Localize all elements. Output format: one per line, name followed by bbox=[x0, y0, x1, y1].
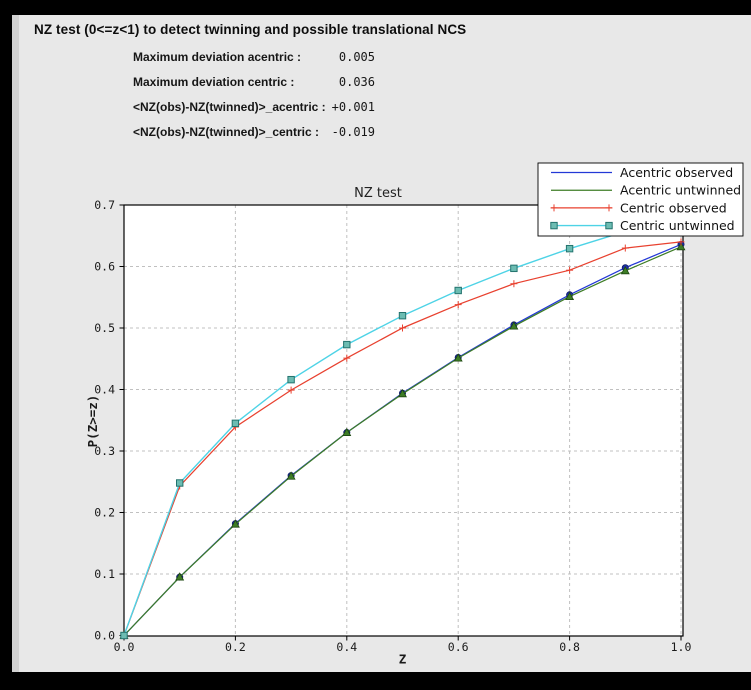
triangle-marker bbox=[175, 572, 185, 581]
triangle-marker bbox=[620, 265, 630, 275]
square-marker bbox=[510, 264, 518, 273]
stat-row: <NZ(obs)-NZ(twinned)>_acentric : +0.001 bbox=[133, 100, 375, 125]
stat-value: 0.005 bbox=[338, 50, 375, 64]
legend: Acentric observed Acentric untwinned Centr… bbox=[537, 162, 744, 237]
y-tick-label: 0.4 bbox=[94, 383, 115, 397]
x-tick-label: 1.0 bbox=[671, 640, 692, 654]
legend-entry-acentric-observed: Acentric observed bbox=[551, 165, 733, 180]
triangle-marker bbox=[676, 241, 686, 251]
stat-label: Maximum deviation acentric : bbox=[133, 50, 302, 64]
x-axis-label: Z bbox=[399, 652, 407, 667]
legend-entry-centric-untwinned: Centric untwinned bbox=[550, 218, 735, 233]
stats-table: Maximum deviation acentric : 0.005 Maxim… bbox=[133, 50, 375, 150]
stat-label: <NZ(obs)-NZ(twinned)>_acentric : bbox=[133, 100, 326, 114]
left-gutter bbox=[12, 15, 19, 672]
triangle-marker bbox=[286, 471, 296, 480]
y-tick-label: 0.7 bbox=[94, 198, 115, 212]
legend-label: Centric observed bbox=[620, 200, 727, 215]
section-title: NZ test (0<=z<1) to detect twinning and … bbox=[34, 22, 467, 37]
y-tick-label: 0.1 bbox=[94, 567, 115, 581]
legend-box bbox=[537, 162, 744, 237]
stat-row: Maximum deviation acentric : 0.005 bbox=[133, 50, 375, 75]
stat-label: Maximum deviation centric : bbox=[133, 75, 295, 89]
plot-area bbox=[124, 205, 683, 636]
square-marker bbox=[454, 286, 462, 295]
stat-value: +0.001 bbox=[331, 100, 375, 114]
stat-value: -0.019 bbox=[331, 125, 375, 139]
plot-title: NZ test bbox=[354, 186, 402, 201]
y-axis-label: P(Z>=z) bbox=[85, 395, 100, 448]
square-marker bbox=[120, 631, 128, 640]
triangle-marker bbox=[509, 321, 519, 330]
square-marker bbox=[287, 375, 295, 384]
square-marker bbox=[343, 340, 351, 349]
legend-label: Centric untwinned bbox=[620, 218, 735, 233]
square-marker bbox=[398, 312, 407, 320]
square-marker bbox=[550, 221, 558, 230]
legend-label: Acentric untwinned bbox=[620, 183, 741, 198]
y-tick-label: 0.0 bbox=[94, 629, 115, 643]
stat-row: Maximum deviation centric : 0.036 bbox=[133, 75, 375, 100]
y-tick-label: 0.5 bbox=[94, 321, 115, 335]
triangle-marker bbox=[453, 353, 463, 362]
x-tick-label: 0.6 bbox=[448, 640, 469, 654]
legend-label: Acentric observed bbox=[620, 165, 733, 180]
triangle-marker bbox=[565, 291, 575, 301]
axes-frame bbox=[123, 204, 684, 637]
y-tick-label: 0.6 bbox=[94, 260, 115, 274]
x-tick-label: 0.4 bbox=[336, 640, 357, 654]
x-tick-label: 0.8 bbox=[559, 640, 580, 654]
y-tick-label: 0.3 bbox=[94, 444, 115, 458]
square-marker bbox=[176, 479, 184, 487]
square-marker bbox=[605, 221, 613, 230]
triangle-marker bbox=[230, 519, 240, 528]
square-marker bbox=[565, 244, 574, 253]
series-acentric-untwinned bbox=[119, 241, 686, 639]
x-tick-label: 0.0 bbox=[114, 640, 135, 654]
legend-entry-acentric-untwinned: Acentric untwinned bbox=[551, 183, 741, 198]
legend-entry-centric-observed: Centric observed bbox=[550, 200, 727, 215]
triangle-marker bbox=[342, 427, 352, 436]
stat-row: <NZ(obs)-NZ(twinned)>_centric : -0.019 bbox=[133, 125, 375, 150]
triangle-marker bbox=[398, 388, 407, 398]
square-marker bbox=[231, 419, 240, 428]
x-tick-label: 0.2 bbox=[225, 640, 246, 654]
tick-labels: 0.0 0.2 0.4 0.6 0.8 1.0 0.0 0.1 0.2 0.3 0.4 0.5 0.6 0… bbox=[94, 198, 691, 654]
y-tick-label: 0.2 bbox=[94, 506, 115, 520]
stat-label: <NZ(obs)-NZ(twinned)>_centric : bbox=[133, 125, 320, 139]
stat-value: 0.036 bbox=[338, 75, 375, 89]
